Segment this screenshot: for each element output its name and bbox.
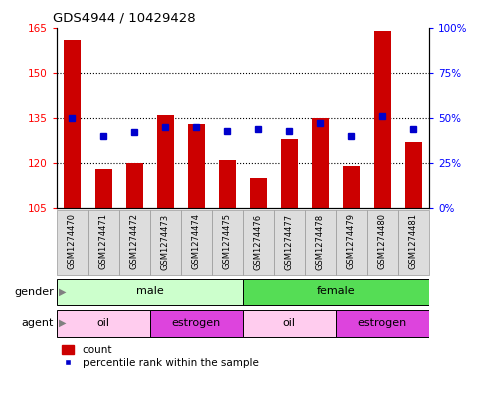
- Bar: [219, 160, 236, 208]
- Bar: [188, 124, 205, 208]
- Text: GSM1274475: GSM1274475: [223, 213, 232, 270]
- Text: GSM1274473: GSM1274473: [161, 213, 170, 270]
- Bar: [95, 169, 112, 208]
- Text: GSM1274478: GSM1274478: [316, 213, 325, 270]
- Text: GSM1274472: GSM1274472: [130, 213, 139, 270]
- Text: gender: gender: [14, 287, 54, 297]
- FancyBboxPatch shape: [243, 279, 429, 305]
- FancyBboxPatch shape: [119, 210, 150, 275]
- FancyBboxPatch shape: [150, 310, 243, 336]
- Text: GSM1274470: GSM1274470: [68, 213, 77, 270]
- FancyBboxPatch shape: [336, 210, 367, 275]
- FancyBboxPatch shape: [305, 210, 336, 275]
- Text: ▶: ▶: [59, 318, 67, 328]
- Bar: [157, 115, 174, 208]
- FancyBboxPatch shape: [274, 210, 305, 275]
- Text: GSM1274479: GSM1274479: [347, 213, 356, 270]
- Text: estrogen: estrogen: [172, 318, 221, 328]
- FancyBboxPatch shape: [88, 210, 119, 275]
- Text: GSM1274474: GSM1274474: [192, 213, 201, 270]
- Bar: [281, 139, 298, 208]
- Bar: [312, 118, 329, 208]
- FancyBboxPatch shape: [181, 210, 212, 275]
- Text: GSM1274481: GSM1274481: [409, 213, 418, 270]
- FancyBboxPatch shape: [367, 210, 398, 275]
- Legend: count, percentile rank within the sample: count, percentile rank within the sample: [62, 345, 259, 368]
- FancyBboxPatch shape: [243, 310, 336, 336]
- Text: GSM1274480: GSM1274480: [378, 213, 387, 270]
- Bar: [405, 142, 422, 208]
- Bar: [343, 166, 360, 208]
- Bar: [64, 40, 81, 208]
- Text: estrogen: estrogen: [358, 318, 407, 328]
- Text: oil: oil: [283, 318, 296, 328]
- Text: female: female: [317, 286, 355, 296]
- Text: GDS4944 / 10429428: GDS4944 / 10429428: [53, 12, 196, 25]
- FancyBboxPatch shape: [57, 210, 88, 275]
- Text: GSM1274471: GSM1274471: [99, 213, 108, 270]
- Text: agent: agent: [22, 318, 54, 328]
- Text: GSM1274476: GSM1274476: [254, 213, 263, 270]
- Text: ▶: ▶: [59, 287, 67, 297]
- Text: GSM1274477: GSM1274477: [285, 213, 294, 270]
- FancyBboxPatch shape: [243, 210, 274, 275]
- Text: oil: oil: [97, 318, 110, 328]
- FancyBboxPatch shape: [336, 310, 429, 336]
- FancyBboxPatch shape: [57, 279, 243, 305]
- Text: male: male: [136, 286, 164, 296]
- FancyBboxPatch shape: [398, 210, 429, 275]
- FancyBboxPatch shape: [57, 310, 150, 336]
- Bar: [126, 163, 143, 208]
- FancyBboxPatch shape: [212, 210, 243, 275]
- FancyBboxPatch shape: [150, 210, 181, 275]
- Bar: [374, 31, 391, 208]
- Bar: [250, 178, 267, 208]
